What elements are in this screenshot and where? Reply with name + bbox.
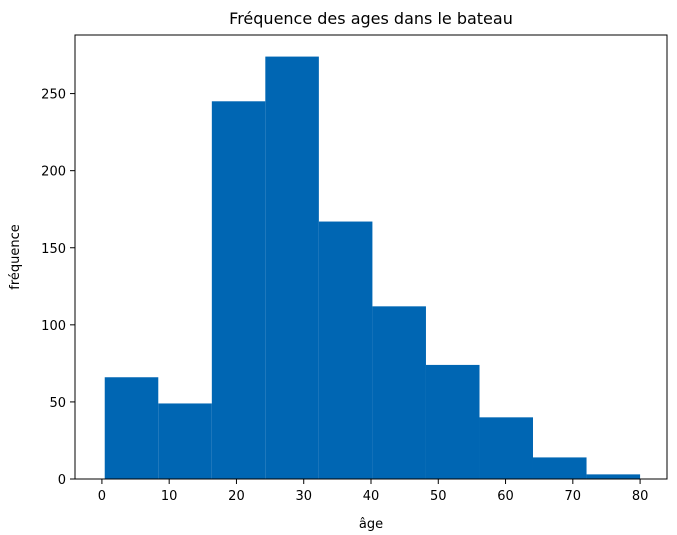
x-tick-label: 60 <box>497 489 514 504</box>
histogram-bar-8 <box>532 457 587 479</box>
histogram-bar-3 <box>265 56 319 479</box>
histogram-bar-9 <box>586 474 641 479</box>
x-tick-label: 70 <box>565 489 582 504</box>
x-tick-label: 20 <box>228 489 245 504</box>
y-tick-label: 200 <box>41 165 66 180</box>
x-tick-label: 10 <box>161 489 178 504</box>
x-tick-label: 30 <box>295 489 312 504</box>
x-tick-label: 0 <box>98 489 106 504</box>
x-axis-label: âge <box>359 517 383 532</box>
y-tick-label: 150 <box>41 242 66 257</box>
histogram-bar-7 <box>479 417 533 479</box>
x-axis: 0 10 20 30 40 50 60 70 80 <box>98 479 649 504</box>
y-axis-label: fréquence <box>8 224 23 290</box>
y-tick-label: 50 <box>49 396 66 411</box>
x-tick-label: 80 <box>632 489 649 504</box>
histogram-bar-0 <box>104 377 159 479</box>
bars-group <box>104 56 641 480</box>
x-tick-label: 50 <box>430 489 447 504</box>
y-tick-label: 250 <box>41 88 66 103</box>
histogram-bar-5 <box>372 306 426 479</box>
histogram-bar-2 <box>211 101 266 480</box>
y-tick-label: 100 <box>41 319 66 334</box>
x-tick-label: 40 <box>363 489 380 504</box>
y-axis: 0 50 100 150 200 250 <box>41 88 75 488</box>
y-tick-label: 0 <box>58 473 66 488</box>
histogram-bar-6 <box>425 364 480 479</box>
histogram-bar-1 <box>158 403 212 479</box>
chart-title: Fréquence des ages dans le bateau <box>229 9 513 28</box>
histogram-bar-4 <box>318 221 373 479</box>
